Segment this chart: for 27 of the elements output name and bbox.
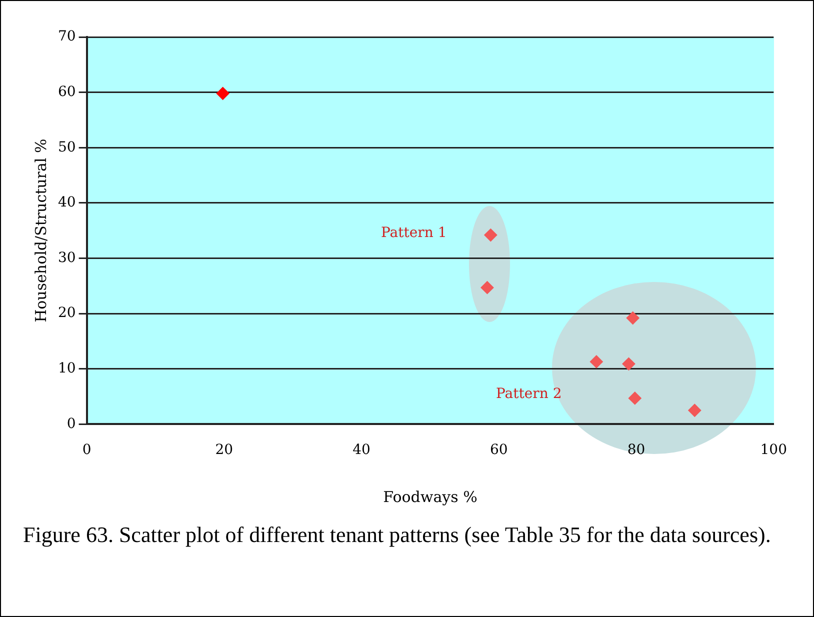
point [216, 86, 230, 100]
y-axis-title: Household/Structural % [32, 138, 50, 322]
x-tick-label: 0 [82, 442, 92, 458]
x-tick-label: 80 [627, 442, 646, 458]
point [480, 281, 494, 294]
y-tick-label: 70 [58, 28, 76, 45]
point [626, 311, 640, 324]
annotation: Pattern 1 [381, 225, 447, 241]
y-tick-label: 10 [58, 360, 76, 377]
caption: Figure 63. Scatter plot of different tenant patterns (see Table 35 for the data sources). [23, 521, 772, 549]
y-tick-label: 60 [58, 84, 76, 100]
x-tick-label: 100 [760, 442, 788, 458]
point [484, 228, 498, 242]
x-tick-label: 20 [215, 442, 234, 458]
y-tick-label: 30 [58, 250, 76, 266]
point [590, 355, 603, 368]
x-tick-label: 60 [490, 442, 508, 458]
point [688, 404, 702, 417]
y-tick-label: 20 [58, 305, 76, 322]
y-tick-label: 50 [58, 139, 76, 156]
point [622, 357, 636, 370]
y-tick-label: 0 [66, 416, 76, 432]
point [628, 392, 642, 405]
annotation: Pattern 2 [496, 386, 562, 402]
x-axis-title: Foodways % [383, 488, 478, 506]
y-tick-label: 40 [58, 194, 76, 211]
x-tick-label: 40 [352, 442, 370, 458]
